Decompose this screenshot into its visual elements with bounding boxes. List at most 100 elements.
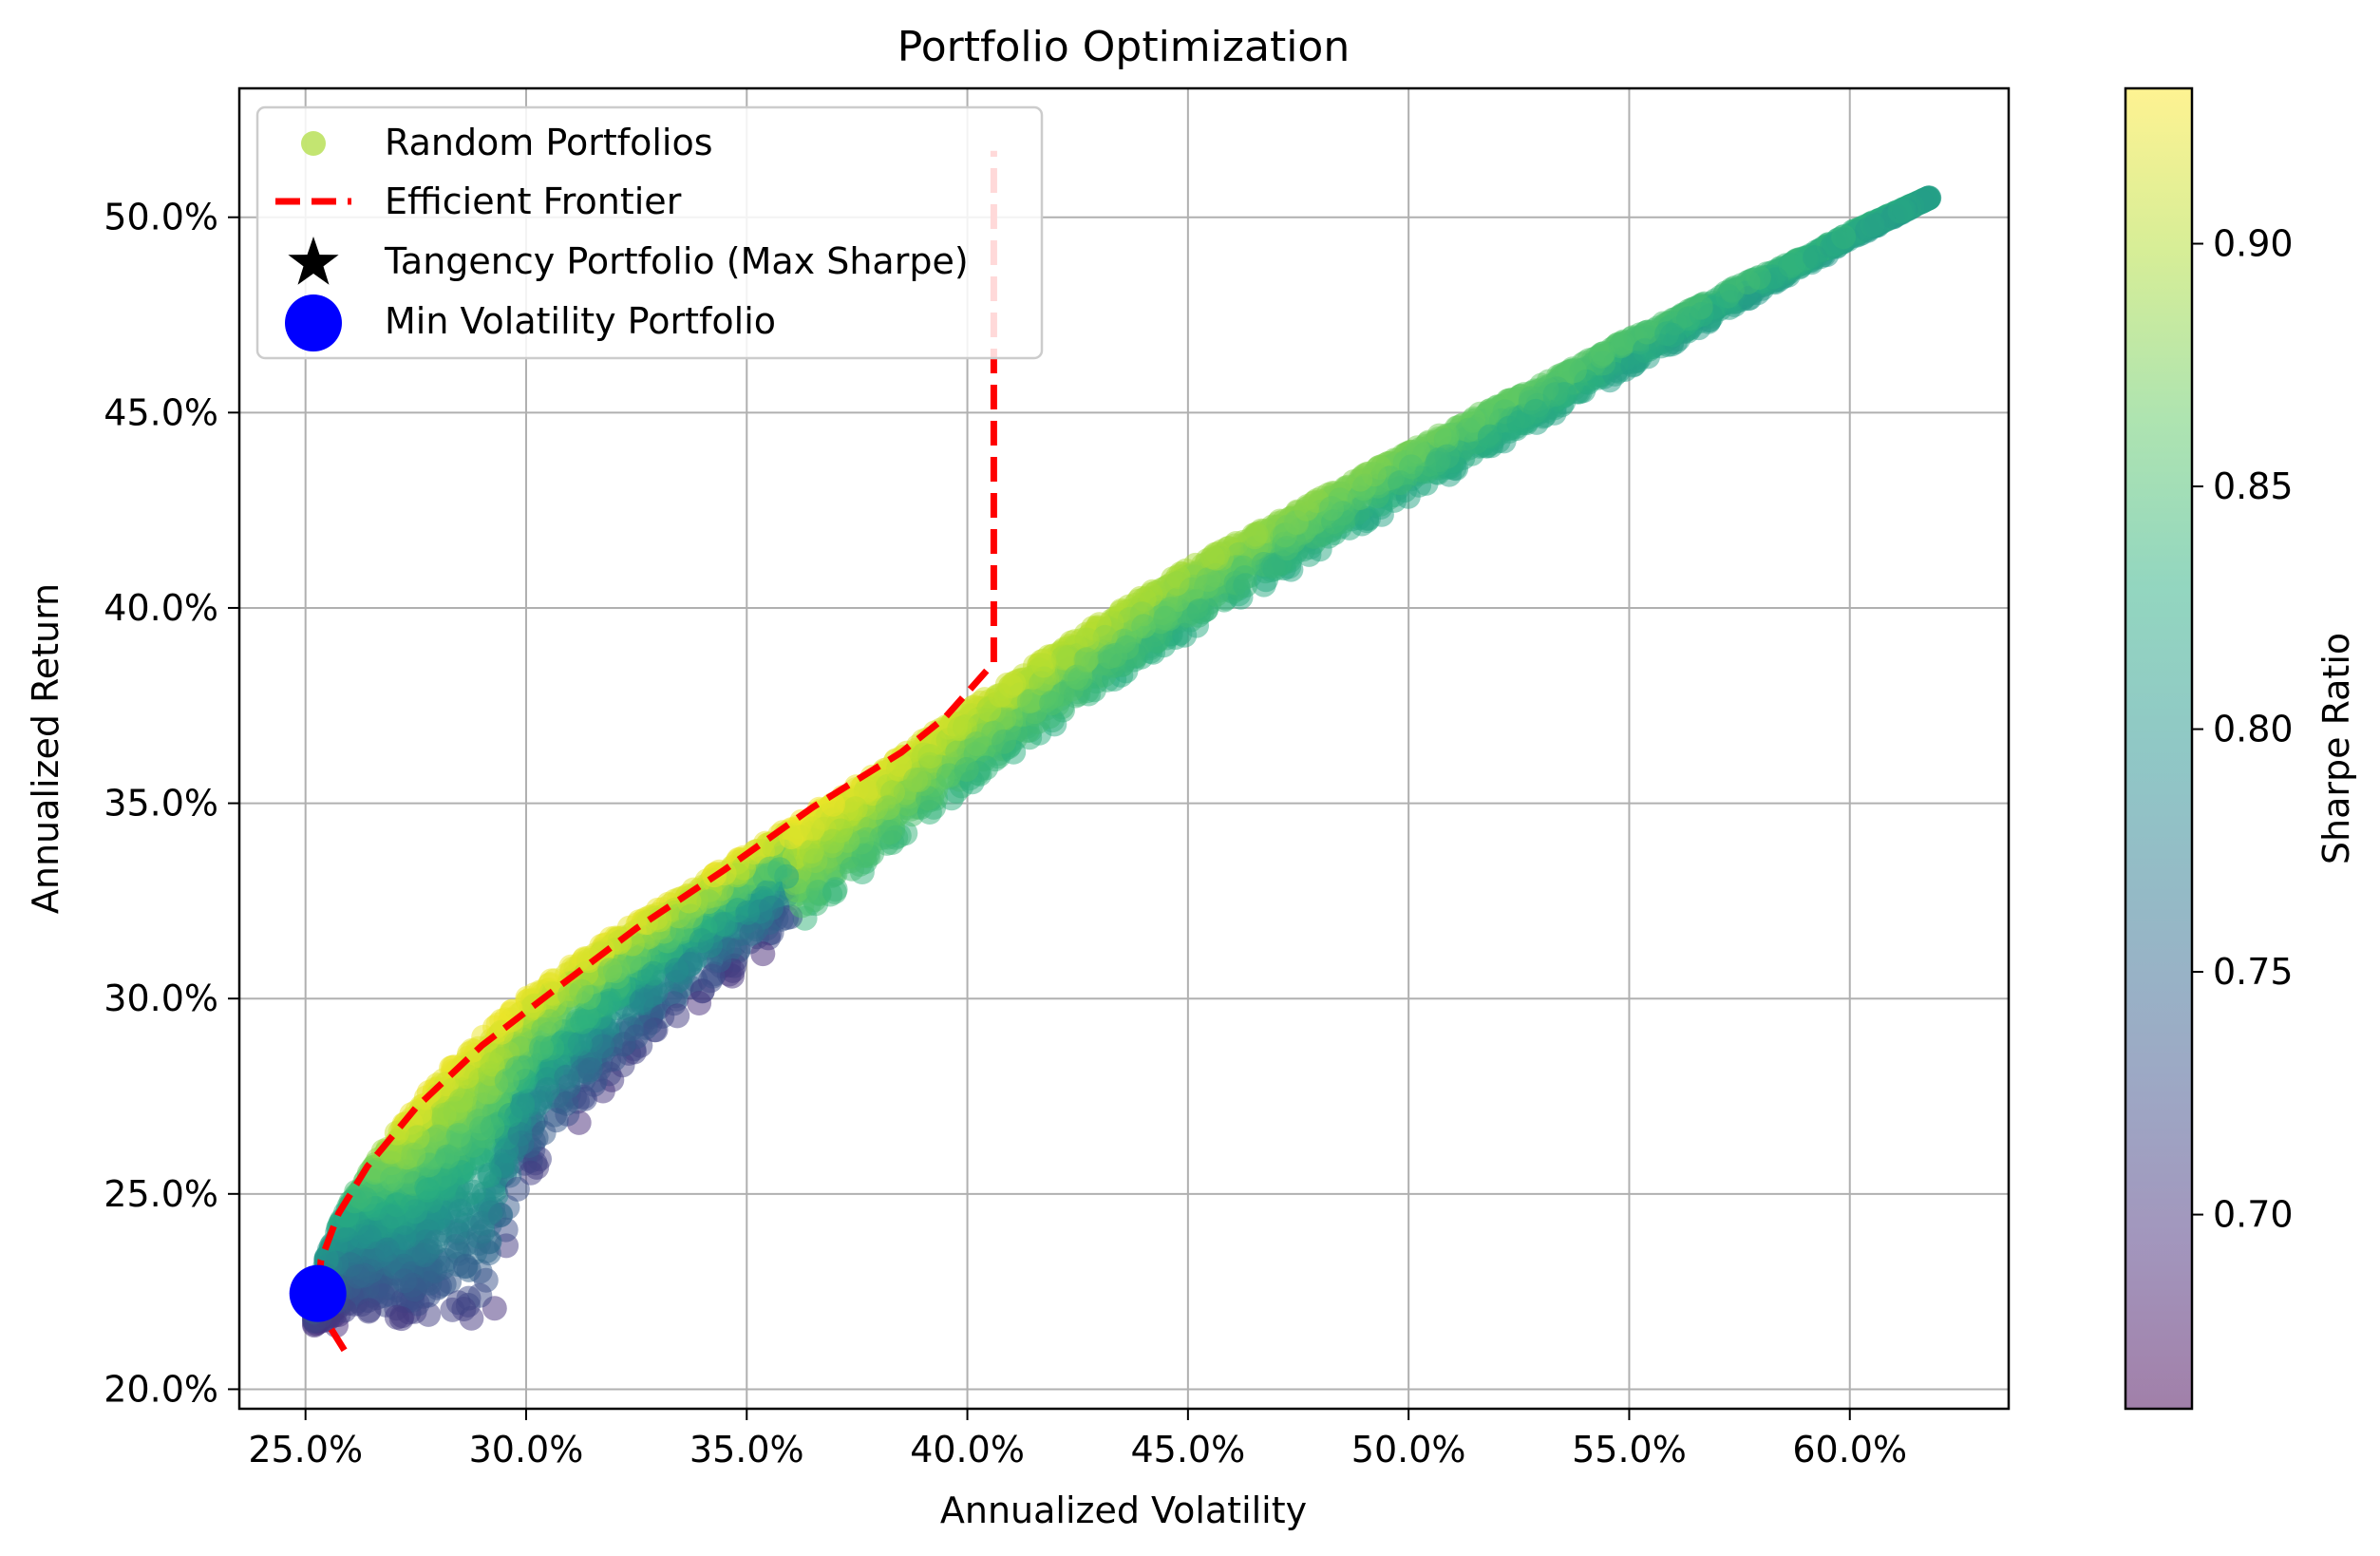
- portfolio-point: [445, 1123, 471, 1148]
- portfolio-point: [423, 1229, 448, 1255]
- portfolio-point: [577, 1057, 603, 1082]
- portfolio-point: [435, 1144, 461, 1169]
- portfolio-point: [875, 795, 900, 821]
- portfolio-point: [1561, 358, 1587, 384]
- portfolio-point: [443, 1234, 468, 1259]
- portfolio-point: [1434, 444, 1460, 469]
- portfolio-point: [478, 1200, 503, 1225]
- portfolio-point: [799, 839, 824, 864]
- portfolio-point: [840, 856, 864, 882]
- portfolio-point: [1803, 245, 1828, 271]
- portfolio-point: [590, 1034, 614, 1059]
- portfolio-point: [1233, 573, 1258, 598]
- portfolio-point: [767, 857, 793, 882]
- portfolio-point: [333, 1226, 359, 1252]
- portfolio-point: [346, 1263, 370, 1289]
- portfolio-point: [453, 1253, 479, 1279]
- portfolio-point: [1608, 333, 1634, 359]
- portfolio-point: [1632, 338, 1657, 363]
- portfolio-point: [407, 1100, 433, 1126]
- portfolio-point: [820, 828, 845, 854]
- portfolio-point: [357, 1224, 382, 1250]
- portfolio-point: [992, 729, 1016, 754]
- portfolio-point: [689, 928, 714, 954]
- portfolio-point: [821, 791, 846, 817]
- portfolio-point: [954, 757, 979, 782]
- portfolio-point: [510, 1094, 536, 1119]
- portfolio-point: [403, 1199, 428, 1224]
- portfolio-point: [380, 1167, 406, 1191]
- portfolio-point: [543, 1108, 569, 1133]
- portfolio-point: [431, 1102, 457, 1128]
- portfolio-point: [696, 889, 722, 915]
- portfolio-point: [507, 1122, 533, 1147]
- portfolio-point: [374, 1237, 400, 1262]
- portfolio-point: [1074, 627, 1100, 653]
- portfolio-point: [822, 879, 847, 904]
- portfolio-point: [434, 1072, 460, 1097]
- portfolio-point: [1523, 398, 1549, 424]
- portfolio-point: [356, 1298, 382, 1323]
- portfolio-point: [1196, 567, 1221, 592]
- portfolio-point: [1138, 582, 1163, 607]
- portfolio-point: [445, 1290, 471, 1316]
- portfolio-point: [448, 1198, 473, 1224]
- portfolio-point: [735, 900, 761, 925]
- portfolio-point: [1634, 319, 1660, 345]
- portfolio-point: [448, 1088, 474, 1113]
- portfolio-point: [988, 682, 1013, 708]
- portfolio-point: [1654, 321, 1680, 347]
- portfolio-point: [474, 1079, 500, 1105]
- portfolio-point: [1016, 689, 1042, 714]
- portfolio-point: [461, 1179, 486, 1205]
- portfolio-point: [454, 1064, 480, 1090]
- portfolio-point: [535, 1077, 560, 1102]
- portfolio-point: [1477, 424, 1502, 449]
- portfolio-point: [384, 1304, 409, 1330]
- portfolio-point: [1186, 598, 1212, 624]
- portfolio-point: [640, 960, 666, 986]
- portfolio-point: [379, 1204, 405, 1229]
- portfolio-point: [538, 1009, 562, 1034]
- chart-title: Portfolio Optimization: [897, 23, 1350, 71]
- portfolio-point: [1676, 306, 1701, 332]
- portfolio-point: [1172, 622, 1198, 648]
- portfolio-point: [569, 978, 595, 1004]
- portfolio-point: [554, 1064, 579, 1090]
- portfolio-point: [731, 855, 757, 881]
- portfolio-point: [480, 1052, 505, 1077]
- portfolio-point: [1456, 417, 1482, 443]
- portfolio-point: [504, 1176, 530, 1202]
- portfolio-point: [917, 744, 943, 769]
- portfolio-point: [529, 1035, 554, 1061]
- portfolio-point: [401, 1142, 426, 1167]
- portfolio-point: [425, 1124, 451, 1149]
- portfolio-point: [878, 820, 903, 845]
- portfolio-point: [576, 948, 601, 974]
- portfolio-point: [1399, 454, 1424, 480]
- portfolio-point: [1050, 645, 1076, 671]
- portfolio-point: [1131, 614, 1157, 639]
- portfolio-point: [1153, 605, 1179, 631]
- portfolio-point: [595, 991, 621, 1016]
- portfolio-point: [664, 958, 689, 983]
- portfolio-point: [1243, 522, 1269, 547]
- portfolio-point: [1030, 653, 1056, 678]
- portfolio-point: [1074, 647, 1100, 673]
- portfolio-point: [750, 941, 776, 967]
- portfolio-point: [947, 716, 973, 742]
- portfolio-point: [842, 796, 868, 822]
- portfolio-point: [494, 1068, 519, 1093]
- portfolio-point: [623, 1024, 649, 1050]
- portfolio-point: [1039, 691, 1065, 716]
- portfolio-point: [570, 1009, 595, 1034]
- portfolio-point: [1778, 253, 1804, 278]
- portfolio-point: [665, 1003, 690, 1029]
- plot-area: 25.0% 30.0% 35.0% 40.0% 45.0% 50.0% 55.0% 60.0%…: [104, 86, 2011, 1471]
- portfolio-point: [1871, 208, 1897, 234]
- portfolio-point: [519, 1160, 543, 1186]
- portfolio-point: [1354, 508, 1380, 534]
- portfolio-point: [1831, 224, 1857, 250]
- portfolio-point: [700, 963, 726, 989]
